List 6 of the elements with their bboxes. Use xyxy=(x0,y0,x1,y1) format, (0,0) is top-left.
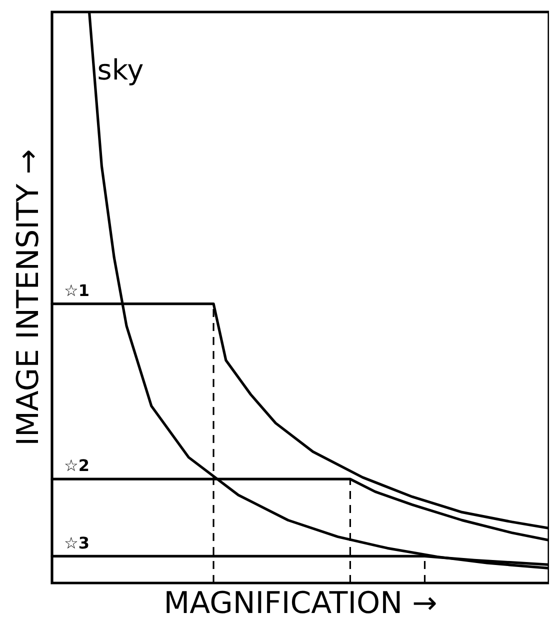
series-label: ☆2 xyxy=(64,456,90,476)
x-axis-title: MAGNIFICATION → xyxy=(164,586,438,621)
series-label: sky xyxy=(97,53,144,86)
y-axis-title: IMAGE INTENSITY → xyxy=(10,149,46,446)
series-label: ☆3 xyxy=(64,533,90,552)
series-label: ☆1 xyxy=(64,280,90,300)
